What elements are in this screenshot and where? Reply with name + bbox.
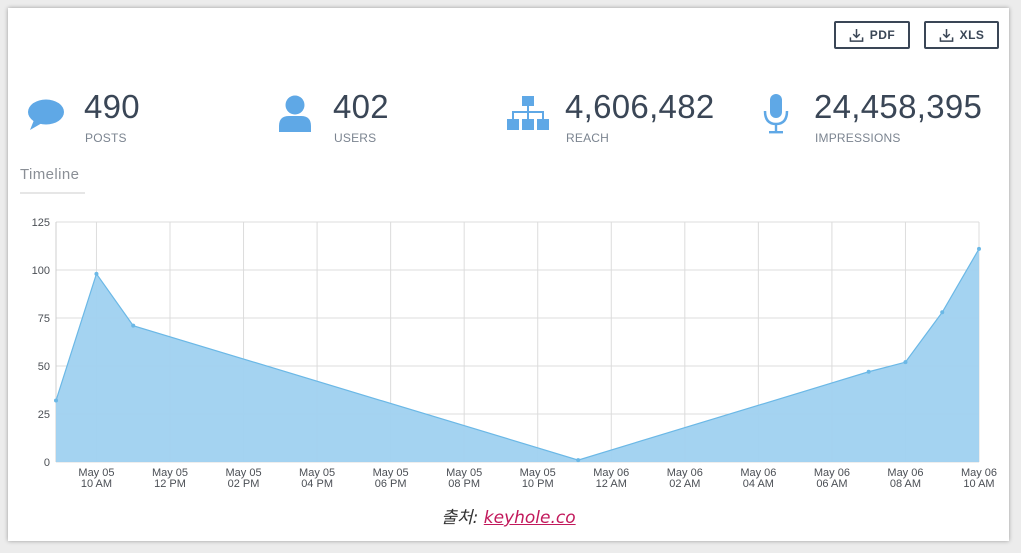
data-point: [131, 323, 136, 328]
users-value: 402: [333, 88, 389, 125]
users-label: USERS: [334, 131, 377, 145]
series-line: [55, 248, 980, 461]
data-point: [94, 271, 99, 276]
dashboard-card: PDF XLS 490 POSTS 402 USERS 4,606,482: [8, 8, 1009, 541]
x-tick-label: 04 PM: [301, 478, 333, 490]
x-tick-label: 10 AM: [81, 478, 112, 490]
x-tick-label: May 06: [667, 467, 703, 479]
x-tick-label: 08 PM: [448, 478, 480, 490]
download-icon: [849, 28, 864, 42]
export-xls-button[interactable]: XLS: [924, 21, 999, 49]
export-pdf-label: PDF: [869, 28, 896, 42]
posts-label: POSTS: [85, 131, 127, 145]
network-icon: [507, 96, 549, 130]
x-tick-label: 06 AM: [816, 478, 847, 490]
download-icon: [939, 28, 953, 42]
microphone-icon: [763, 94, 789, 134]
y-tick-label: 50: [38, 361, 50, 373]
x-tick-label: May 05: [226, 467, 262, 479]
user-icon: [279, 95, 311, 132]
y-tick-label: 0: [44, 457, 50, 469]
x-tick-label: 12 PM: [154, 478, 186, 490]
caption-prefix: 출처:: [441, 508, 484, 528]
x-tick-label: 02 AM: [669, 478, 700, 490]
export-xls-label: XLS: [959, 28, 985, 42]
y-tick-label: 75: [38, 313, 50, 325]
chat-bubble-icon: [28, 99, 64, 130]
x-tick-label: 02 PM: [228, 478, 260, 490]
area-fill: [56, 248, 979, 462]
x-tick-label: 10 AM: [963, 478, 994, 490]
tab-timeline-underline: [20, 192, 85, 194]
y-tick-label: 125: [32, 217, 50, 229]
impressions-value: 24,458,395: [814, 88, 983, 125]
posts-value: 490: [84, 88, 140, 125]
source-caption: 출처: keyhole.co: [8, 503, 1009, 528]
x-tick-label: 12 AM: [596, 478, 627, 490]
tab-timeline[interactable]: Timeline: [20, 166, 80, 183]
data-point: [977, 246, 981, 251]
y-tick-label: 25: [38, 409, 50, 421]
data-point: [866, 369, 871, 374]
reach-value: 4,606,482: [565, 88, 715, 125]
data-point: [940, 310, 945, 315]
source-link[interactable]: keyhole.co: [483, 508, 576, 528]
x-tick-label: May 06: [593, 467, 629, 479]
impressions-label: IMPRESSIONS: [815, 131, 901, 145]
data-point: [576, 458, 581, 463]
x-tick-label: 08 AM: [890, 478, 921, 490]
x-tick-label: May 05: [520, 467, 556, 479]
x-tick-label: May 05: [152, 467, 188, 479]
x-tick-label: May 05: [299, 467, 335, 479]
x-tick-label: May 06: [961, 467, 997, 479]
x-tick-label: May 06: [887, 467, 923, 479]
export-pdf-button[interactable]: PDF: [834, 21, 910, 49]
y-tick-label: 100: [32, 265, 50, 277]
data-point: [54, 398, 58, 403]
x-tick-label: 06 PM: [375, 478, 407, 490]
x-tick-label: May 05: [78, 467, 114, 479]
x-tick-label: May 06: [740, 467, 776, 479]
x-tick-label: 10 PM: [522, 478, 554, 490]
x-tick-label: May 05: [373, 467, 409, 479]
x-tick-label: May 05: [446, 467, 482, 479]
reach-label: REACH: [566, 131, 610, 145]
x-tick-label: May 06: [814, 467, 850, 479]
x-tick-label: 04 AM: [743, 478, 774, 490]
data-point: [903, 360, 908, 365]
